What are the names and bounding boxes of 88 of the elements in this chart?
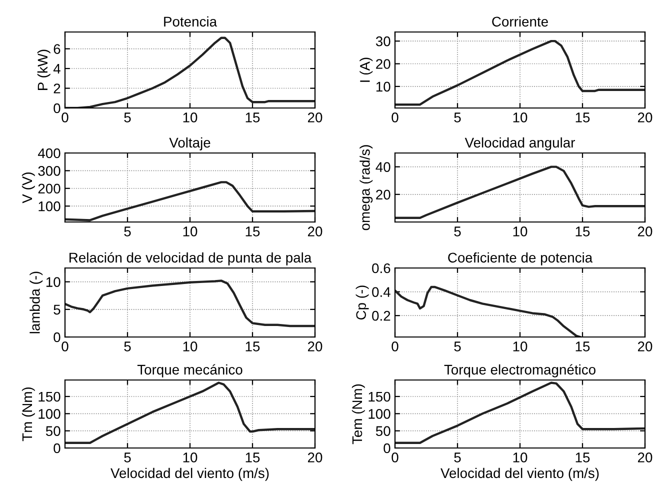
y-axis-title: P (kW) bbox=[37, 50, 50, 90]
y-tick-label: 0 bbox=[54, 443, 60, 454]
y-tick-label: 0 bbox=[54, 332, 60, 342]
x-tick-label: 5 bbox=[124, 342, 131, 352]
y-axis-title: lambda (-) bbox=[30, 272, 43, 334]
x-tick-label: 10 bbox=[183, 112, 198, 122]
y-tick-label: 0.2 bbox=[372, 310, 390, 321]
chart-title: Torque mecánico bbox=[137, 364, 242, 378]
x-tick-label: 20 bbox=[638, 226, 652, 236]
chart-title: Corriente bbox=[492, 16, 548, 27]
y-tick-label: 100 bbox=[38, 201, 60, 212]
x-tick-label: 15 bbox=[576, 112, 590, 122]
x-tick-label: 15 bbox=[576, 452, 590, 462]
x-tick-label: 5 bbox=[124, 452, 131, 462]
chart-title: Voltaje bbox=[169, 137, 210, 150]
y-axis-title: Cp (-) bbox=[356, 286, 369, 320]
line-series bbox=[65, 280, 315, 328]
x-tick-label: 10 bbox=[183, 452, 198, 462]
x-tick-label: 20 bbox=[638, 342, 652, 352]
x-tick-label: 5 bbox=[124, 112, 131, 122]
x-tick-label: 0 bbox=[62, 342, 68, 352]
x-tick-label: 15 bbox=[246, 342, 260, 352]
x-tick-label: 10 bbox=[513, 452, 528, 462]
y-axis-title: Tm (Nm) bbox=[22, 387, 35, 442]
x-tick-label: 15 bbox=[576, 342, 590, 352]
x-tick-label: 0 bbox=[392, 342, 398, 352]
y-tick-label: 200 bbox=[38, 184, 60, 194]
chart-title: Torque electromagnético bbox=[444, 364, 596, 378]
x-tick-label: 10 bbox=[513, 342, 528, 352]
x-axis-title: Velocidad del viento (m/s) bbox=[440, 468, 599, 481]
y-tick-label: 20 bbox=[376, 59, 390, 69]
x-tick-label: 10 bbox=[183, 342, 198, 352]
x-tick-label: 20 bbox=[308, 112, 322, 122]
x-tick-label: 5 bbox=[454, 452, 461, 462]
y-tick-label: 0 bbox=[384, 443, 390, 454]
x-tick-label: 5 bbox=[454, 112, 461, 122]
x-tick-label: 20 bbox=[308, 226, 322, 236]
chart-title: Relación de velocidad de punta de pala bbox=[70, 252, 312, 266]
x-tick-label: 20 bbox=[638, 452, 652, 462]
y-tick-label: 100 bbox=[38, 408, 60, 419]
line-series bbox=[395, 286, 582, 337]
line-series bbox=[395, 40, 645, 106]
y-tick-label: 5 bbox=[54, 304, 60, 315]
y-axis-title: Tem (Nm) bbox=[352, 384, 365, 444]
x-tick-label: 10 bbox=[513, 112, 528, 122]
y-tick-label: 400 bbox=[38, 148, 60, 158]
x-tick-label: 20 bbox=[308, 342, 322, 352]
x-tick-label: 5 bbox=[454, 226, 461, 236]
y-tick-label: 0.6 bbox=[372, 263, 390, 274]
y-tick-label: 0 bbox=[54, 103, 60, 114]
y-tick-label: 2 bbox=[54, 84, 60, 94]
chart-title: Velocidad angular bbox=[464, 137, 575, 150]
x-tick-label: 15 bbox=[246, 452, 260, 462]
x-tick-label: 15 bbox=[246, 112, 260, 122]
x-axis-title: Velocidad del viento (m/s) bbox=[110, 468, 269, 481]
x-tick-label: 20 bbox=[308, 452, 322, 462]
x-tick-label: 0 bbox=[392, 452, 398, 462]
x-tick-label: 5 bbox=[454, 342, 461, 352]
y-tick-label: 50 bbox=[376, 426, 390, 436]
y-tick-label: 300 bbox=[38, 166, 60, 176]
y-tick-label: 50 bbox=[46, 426, 60, 436]
y-axis-title: omega (rad/s) bbox=[360, 145, 373, 230]
x-tick-label: 10 bbox=[183, 226, 198, 236]
x-tick-label: 15 bbox=[576, 226, 590, 236]
y-tick-label: 150 bbox=[38, 392, 60, 402]
chart-title: Coeficiente de potencia bbox=[448, 252, 593, 266]
y-axis-title: I (A) bbox=[360, 58, 373, 82]
y-tick-label: 30 bbox=[376, 36, 390, 46]
y-axis-title: V (V) bbox=[22, 172, 35, 204]
y-tick-label: 10 bbox=[376, 82, 390, 92]
x-tick-label: 20 bbox=[638, 112, 652, 122]
x-tick-label: 5 bbox=[124, 226, 131, 236]
x-tick-label: 0 bbox=[62, 112, 68, 122]
line-series bbox=[395, 382, 645, 444]
y-tick-label: 4 bbox=[53, 64, 60, 74]
y-tick-label: 100 bbox=[368, 408, 390, 419]
y-tick-label: 150 bbox=[368, 392, 390, 402]
y-tick-label: 10 bbox=[46, 277, 60, 287]
line-series bbox=[395, 166, 645, 219]
line-series bbox=[65, 382, 315, 444]
x-tick-label: 15 bbox=[246, 226, 260, 236]
y-tick-label: 6 bbox=[54, 44, 60, 54]
x-tick-label: 10 bbox=[513, 226, 528, 236]
x-tick-label: 0 bbox=[392, 112, 398, 122]
y-tick-label: 0.4 bbox=[372, 287, 390, 297]
y-tick-label: 40 bbox=[376, 162, 390, 172]
y-tick-label: 20 bbox=[376, 190, 390, 200]
chart-title: Potencia bbox=[164, 16, 218, 27]
